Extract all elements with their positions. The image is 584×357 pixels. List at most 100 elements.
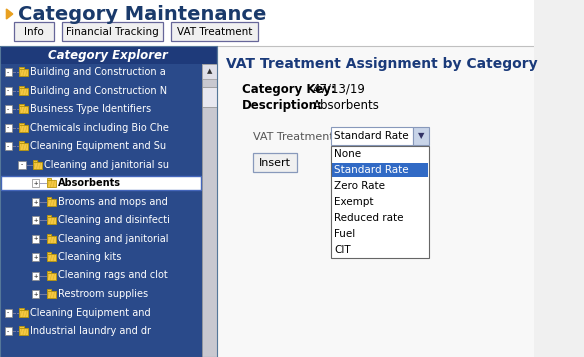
Text: Reduced rate: Reduced rate [335, 213, 404, 223]
Bar [33, 161, 42, 169]
Bar [32, 272, 39, 280]
Text: Cleaning kits: Cleaning kits [58, 252, 121, 262]
Bar [332, 163, 429, 177]
Bar [32, 253, 39, 261]
Text: Brooms and mops and: Brooms and mops and [58, 196, 167, 206]
Bar [47, 291, 55, 298]
Bar [19, 85, 24, 87]
Bar [0, 46, 217, 357]
Text: Restroom supplies: Restroom supplies [58, 289, 148, 299]
Bar [47, 215, 51, 217]
Text: Cleaning Equipment and: Cleaning Equipment and [30, 307, 151, 317]
Bar [13, 22, 54, 41]
Bar [19, 326, 24, 328]
Bar [19, 328, 28, 335]
Bar [47, 180, 55, 187]
Bar [413, 127, 429, 145]
Text: Financial Tracking: Financial Tracking [66, 26, 159, 36]
Text: Cleaning Equipment and Su: Cleaning Equipment and Su [30, 141, 166, 151]
Bar [202, 64, 217, 357]
Text: Cleaning and janitorial: Cleaning and janitorial [58, 233, 168, 243]
Bar [5, 124, 12, 131]
Text: -: - [6, 87, 11, 94]
Text: Exempt: Exempt [335, 197, 374, 207]
Bar [62, 22, 162, 41]
Text: 47/13/19: 47/13/19 [312, 82, 366, 96]
Bar [217, 46, 534, 357]
Text: Building and Construction a: Building and Construction a [30, 67, 166, 77]
Text: +: + [33, 291, 38, 297]
Text: Standard Rate: Standard Rate [335, 165, 409, 175]
Bar [32, 235, 39, 242]
Bar [19, 125, 28, 131]
Bar [5, 308, 12, 317]
Bar [32, 197, 39, 206]
Bar [5, 327, 12, 335]
Text: Industrial laundry and dr: Industrial laundry and dr [30, 326, 151, 336]
Text: Info: Info [24, 26, 44, 36]
Text: VAT Treatment:: VAT Treatment: [253, 132, 338, 142]
Text: +: + [33, 217, 38, 223]
Text: Category Maintenance: Category Maintenance [18, 5, 267, 24]
Bar [47, 252, 51, 254]
Text: None: None [335, 149, 361, 159]
Text: +: + [33, 198, 38, 205]
Text: VAT Treatment Assignment by Category: VAT Treatment Assignment by Category [225, 57, 537, 71]
Text: Building and Construction N: Building and Construction N [30, 85, 167, 96]
Text: VAT Treatment: VAT Treatment [176, 26, 252, 36]
Text: ▲: ▲ [207, 69, 212, 75]
Bar [202, 64, 217, 79]
Text: Category Key:: Category Key: [242, 82, 336, 96]
Bar [47, 254, 55, 261]
Text: Cleaning and disinfecti: Cleaning and disinfecti [58, 215, 169, 225]
Bar [47, 236, 55, 242]
Bar [47, 196, 51, 198]
Bar [0, 46, 217, 64]
Text: Business Type Identifiers: Business Type Identifiers [30, 104, 151, 114]
Text: Absorbents: Absorbents [58, 178, 120, 188]
Bar [18, 161, 26, 169]
Bar [47, 198, 55, 206]
Text: Insert: Insert [259, 157, 291, 167]
Text: Zero Rate: Zero Rate [335, 181, 385, 191]
Bar [32, 290, 39, 298]
Bar [19, 67, 24, 69]
Text: +: + [33, 180, 38, 186]
Text: CIT: CIT [335, 245, 351, 255]
Bar [5, 142, 12, 150]
Text: Cleaning and janitorial su: Cleaning and janitorial su [44, 160, 169, 170]
Bar [331, 146, 429, 258]
Bar [19, 307, 24, 310]
Bar [19, 141, 24, 143]
Polygon shape [6, 9, 13, 19]
Bar [331, 127, 413, 145]
Text: -: - [6, 125, 11, 131]
Text: Description:: Description: [242, 99, 323, 111]
Bar [47, 289, 51, 291]
Text: -: - [20, 161, 24, 167]
Bar [47, 271, 51, 272]
Bar [253, 153, 297, 172]
Text: +: + [33, 236, 38, 241]
Text: +: + [33, 254, 38, 260]
Text: Standard Rate: Standard Rate [335, 131, 409, 141]
Bar [5, 86, 12, 95]
Text: Absorbents: Absorbents [312, 99, 380, 111]
Text: -: - [6, 310, 11, 316]
Text: -: - [6, 143, 11, 149]
Bar [47, 272, 55, 280]
Bar [47, 233, 51, 236]
Bar [5, 68, 12, 76]
Bar [0, 46, 217, 357]
Text: ▼: ▼ [418, 131, 425, 141]
Bar [32, 179, 39, 187]
Bar [19, 69, 28, 76]
Text: +: + [33, 272, 38, 278]
Text: -: - [6, 106, 11, 112]
Bar [19, 310, 28, 317]
Text: -: - [6, 69, 11, 75]
Text: Fuel: Fuel [335, 229, 356, 239]
Bar [33, 160, 37, 161]
Text: -: - [6, 328, 11, 334]
Bar [0, 0, 534, 47]
